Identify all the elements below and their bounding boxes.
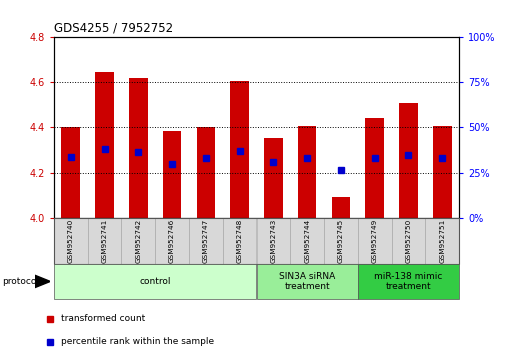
Text: GSM952746: GSM952746	[169, 218, 175, 263]
Text: GSM952749: GSM952749	[372, 218, 378, 263]
Bar	[290, 218, 324, 264]
Bar	[88, 218, 122, 264]
Bar	[256, 218, 290, 264]
Bar	[331, 198, 350, 218]
Text: GSM952750: GSM952750	[405, 218, 411, 263]
Text: transformed count: transformed count	[62, 314, 146, 323]
Bar	[358, 264, 459, 299]
Text: protocol: protocol	[3, 277, 40, 286]
Bar	[391, 218, 425, 264]
Bar	[358, 218, 391, 264]
Bar	[433, 126, 451, 218]
Polygon shape	[35, 275, 50, 287]
Bar	[62, 127, 80, 218]
Text: GSM952747: GSM952747	[203, 218, 209, 263]
Bar	[122, 218, 155, 264]
Text: GSM952745: GSM952745	[338, 218, 344, 263]
Bar	[399, 103, 418, 218]
Bar	[365, 118, 384, 218]
Bar	[256, 264, 358, 299]
Text: GSM952740: GSM952740	[68, 218, 74, 263]
Bar	[155, 218, 189, 264]
Bar	[264, 138, 283, 218]
Text: GSM952751: GSM952751	[439, 218, 445, 263]
Text: GSM952741: GSM952741	[102, 218, 108, 263]
Bar	[189, 218, 223, 264]
Bar	[54, 218, 88, 264]
Text: percentile rank within the sample: percentile rank within the sample	[62, 337, 214, 347]
Bar	[223, 218, 256, 264]
Bar	[163, 131, 182, 218]
Text: SIN3A siRNA
treatment: SIN3A siRNA treatment	[279, 272, 336, 291]
Bar	[324, 218, 358, 264]
Bar	[298, 126, 317, 218]
Bar	[129, 78, 148, 218]
Bar	[230, 81, 249, 218]
Text: control: control	[140, 277, 171, 286]
Text: GSM952744: GSM952744	[304, 218, 310, 263]
Bar	[196, 127, 215, 218]
Bar	[95, 72, 114, 218]
Text: GDS4255 / 7952752: GDS4255 / 7952752	[54, 22, 173, 35]
Text: GSM952743: GSM952743	[270, 218, 277, 263]
Text: GSM952748: GSM952748	[236, 218, 243, 263]
Text: GSM952742: GSM952742	[135, 218, 141, 263]
Bar	[54, 264, 256, 299]
Bar	[425, 218, 459, 264]
Text: miR-138 mimic
treatment: miR-138 mimic treatment	[374, 272, 443, 291]
